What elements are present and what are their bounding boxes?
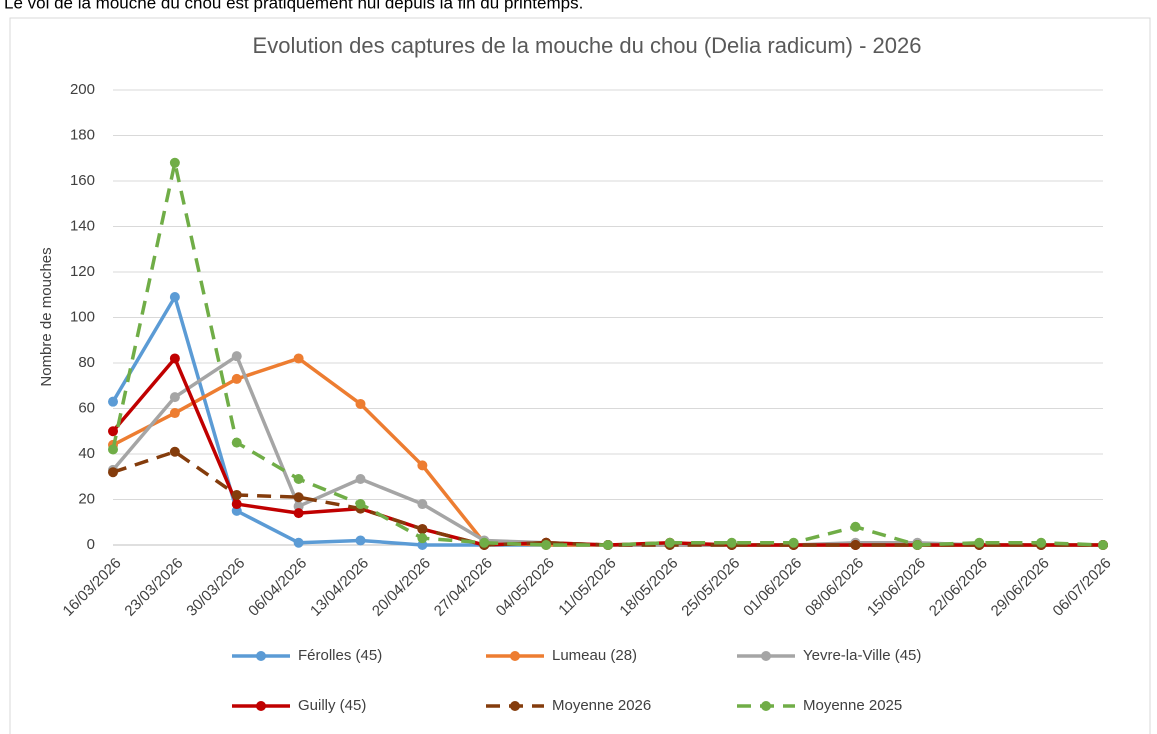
data-point	[231, 499, 242, 510]
data-point	[108, 426, 118, 437]
x-tick-label: 11/05/2026	[555, 555, 619, 619]
y-tick-label: 180	[70, 126, 95, 143]
legend-label: Guilly (45)	[298, 697, 366, 714]
data-point	[169, 392, 180, 403]
series-line	[111, 354, 1103, 547]
data-point	[108, 444, 118, 455]
data-point	[169, 157, 180, 168]
legend-label: Lumeau (28)	[552, 647, 637, 664]
x-tick-label: 16/03/2026	[60, 555, 125, 620]
data-point	[850, 540, 861, 550]
chart-border	[9, 17, 1151, 734]
data-point	[850, 521, 861, 532]
y-tick-label: 100	[70, 308, 95, 325]
data-point	[169, 292, 180, 303]
y-axis-label: Nombre de mouches	[38, 247, 55, 386]
data-point	[169, 353, 180, 364]
x-tick-label: 25/05/2026	[678, 555, 743, 620]
data-point	[603, 540, 613, 550]
data-point	[231, 351, 242, 362]
data-point	[293, 474, 304, 485]
y-tick-label: 200	[70, 81, 95, 98]
data-point	[479, 537, 490, 548]
data-point	[231, 373, 242, 384]
legend-marker	[256, 701, 266, 711]
y-tick-label: 20	[78, 490, 95, 507]
data-point	[231, 489, 242, 500]
x-tick-label: 30/03/2026	[183, 555, 248, 620]
series-line	[112, 449, 1103, 547]
data-point	[417, 499, 428, 510]
x-tick-label: 20/04/2026	[369, 555, 434, 620]
x-tick-label: 06/04/2026	[245, 555, 310, 620]
legend-marker	[510, 651, 520, 661]
y-tick-label: 0	[87, 536, 95, 553]
data-point	[355, 535, 366, 546]
series-line	[111, 356, 1103, 547]
x-tick-label: 18/05/2026	[616, 555, 681, 620]
legend-label: Férolles (45)	[298, 647, 382, 664]
x-tick-label: 27/04/2026	[431, 555, 496, 620]
y-tick-label: 140	[70, 217, 95, 234]
data-point	[231, 437, 242, 448]
x-tick-label: 23/03/2026	[121, 555, 186, 620]
legend-label: Moyenne 2026	[552, 697, 651, 714]
y-tick-label: 60	[78, 399, 95, 416]
data-point	[108, 467, 118, 478]
data-point	[293, 537, 304, 548]
data-point	[355, 398, 366, 409]
data-point	[169, 408, 180, 419]
data-point	[664, 537, 675, 548]
y-tick-label: 160	[70, 172, 95, 189]
data-point	[788, 537, 799, 548]
data-point	[1036, 537, 1047, 548]
series-line	[112, 356, 1103, 547]
legend-marker	[761, 701, 771, 711]
data-point	[541, 540, 552, 550]
x-tick-label: 22/06/2026	[926, 555, 991, 620]
x-tick-label: 01/06/2026	[740, 555, 805, 620]
data-point	[417, 533, 428, 544]
data-point	[355, 499, 366, 510]
y-tick-label: 80	[78, 354, 95, 371]
data-point	[912, 540, 923, 550]
x-tick-label: 06/07/2026	[1050, 555, 1115, 620]
x-tick-label: 13/04/2026	[307, 555, 372, 620]
data-point	[293, 353, 304, 364]
data-point	[417, 524, 428, 535]
x-tick-label: 08/06/2026	[802, 555, 867, 620]
data-point	[417, 460, 428, 471]
y-tick-label: 120	[70, 263, 95, 280]
x-tick-label: 15/06/2026	[864, 555, 929, 620]
legend-marker	[256, 651, 266, 661]
series-line	[111, 161, 1104, 547]
legend-marker	[510, 701, 520, 711]
data-point	[293, 492, 304, 503]
x-tick-label: 04/05/2026	[493, 555, 558, 620]
data-point	[726, 537, 737, 548]
chart-title: Evolution des captures de la mouche du c…	[253, 33, 922, 58]
data-point	[293, 508, 304, 519]
x-tick-label: 29/06/2026	[988, 555, 1053, 620]
legend-marker	[761, 651, 771, 661]
data-point	[355, 474, 366, 485]
data-point	[169, 446, 180, 457]
data-point	[974, 537, 985, 548]
caption: Le vol de la mouche du chou est pratique…	[4, 0, 583, 12]
legend-label: Yevre-la-Ville (45)	[803, 647, 921, 664]
y-tick-label: 40	[78, 445, 95, 462]
legend-label: Moyenne 2025	[803, 697, 902, 714]
data-point	[1098, 540, 1108, 550]
data-point	[108, 396, 118, 407]
